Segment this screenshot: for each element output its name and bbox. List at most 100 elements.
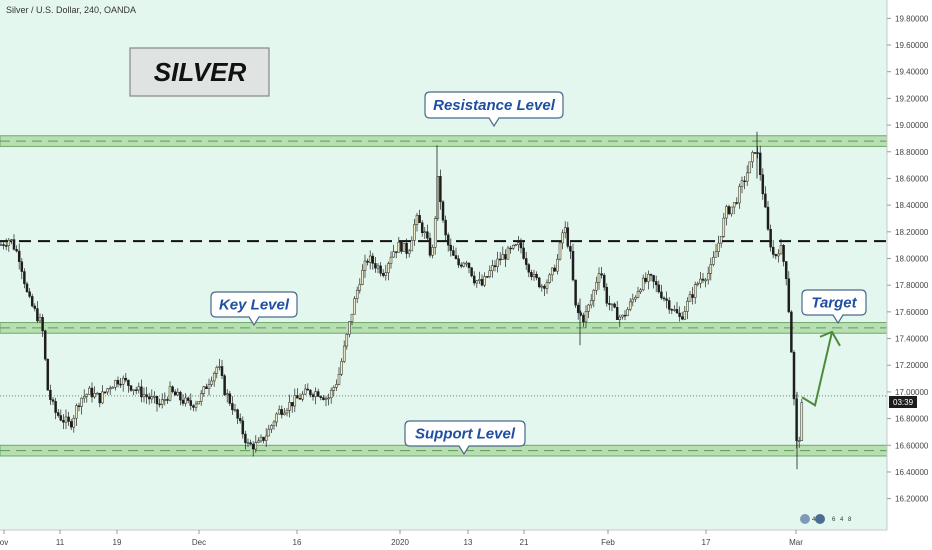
candle-body — [415, 215, 419, 225]
candle-body — [254, 442, 258, 450]
candle-body — [397, 241, 401, 253]
candle-body — [376, 265, 380, 269]
candle-body — [358, 284, 362, 291]
candle-body — [678, 312, 681, 317]
y-tick-label: 17.20000 — [895, 361, 929, 370]
candle-body — [509, 247, 512, 250]
candle-body — [220, 366, 224, 376]
candle-body — [558, 242, 562, 260]
callout-label: Support Level — [415, 426, 516, 443]
candle-body — [350, 313, 354, 322]
candle-body — [158, 403, 161, 406]
candle-body — [766, 206, 770, 230]
y-tick-label: 17.00000 — [895, 388, 929, 397]
candle-body — [605, 286, 609, 304]
candle-body — [730, 206, 733, 215]
candle-body — [12, 239, 16, 250]
candle-body — [20, 261, 24, 272]
candle-body — [745, 172, 749, 182]
logo-mark: 4 6 4 8 — [800, 514, 852, 524]
candle-body — [353, 298, 356, 315]
candle-body — [199, 393, 203, 402]
candle-body — [696, 283, 700, 285]
y-tick-label: 16.80000 — [895, 415, 929, 424]
candle-body — [340, 361, 343, 375]
candle-body — [132, 389, 135, 391]
candle-body — [423, 231, 427, 234]
y-tick-label: 19.00000 — [895, 121, 929, 130]
candle-body — [722, 217, 726, 237]
candle-body — [657, 284, 661, 293]
candle-body — [413, 224, 416, 241]
candle-body — [392, 251, 395, 258]
candle-body — [77, 405, 81, 407]
candle-body — [270, 425, 273, 430]
candle-body — [163, 399, 167, 401]
y-tick-label: 17.80000 — [895, 281, 929, 290]
x-tick-label: Dec — [192, 538, 206, 547]
candle-body — [459, 264, 463, 267]
candle-body — [608, 303, 611, 305]
candle-body — [207, 384, 211, 389]
candle-body — [719, 236, 723, 244]
candle-body — [527, 264, 531, 273]
candle-body — [90, 387, 94, 398]
candle-body — [238, 418, 242, 422]
candle-body — [137, 386, 141, 391]
candle-body — [150, 396, 154, 400]
candle-body — [85, 394, 89, 397]
candle-body — [316, 391, 320, 397]
candle-body — [618, 316, 622, 320]
candle-body — [537, 277, 541, 288]
x-tick-label: 19 — [113, 538, 122, 547]
candle-body — [275, 413, 278, 423]
candle-body — [706, 273, 710, 281]
candle-body — [636, 291, 640, 298]
candle-body — [218, 366, 221, 368]
candle-body — [267, 428, 271, 437]
candle-body — [574, 279, 577, 306]
candle-body — [272, 421, 276, 426]
candle-body — [259, 436, 263, 442]
y-tick-label: 18.00000 — [895, 255, 929, 264]
candle-body — [753, 152, 757, 154]
candles-layer — [0, 131, 804, 470]
candle-body — [319, 396, 323, 398]
current-price-tag — [889, 396, 917, 408]
candle-body — [543, 285, 546, 289]
y-tick-label: 19.80000 — [895, 14, 929, 23]
candle-body — [288, 402, 291, 411]
candle-body — [535, 273, 538, 279]
candle-body — [25, 283, 29, 292]
candle-body — [23, 271, 26, 285]
candle-body — [587, 304, 590, 312]
candle-body — [173, 391, 177, 396]
candle-body — [277, 409, 281, 415]
x-tick-label: Mar — [789, 538, 803, 547]
candle-body — [80, 397, 83, 407]
candle-body — [7, 239, 11, 246]
candle-body — [10, 239, 13, 241]
candle-body — [504, 254, 507, 260]
candle-body — [366, 260, 369, 263]
candle-body — [639, 289, 642, 293]
y-tick-label: 19.60000 — [895, 41, 929, 50]
candle-body — [610, 303, 614, 306]
candle-body — [124, 377, 128, 381]
candle-body — [225, 393, 229, 396]
candle-body — [327, 397, 330, 400]
candle-body — [597, 273, 601, 283]
candle-body — [72, 417, 76, 428]
candle-body — [2, 244, 5, 246]
candle-body — [647, 274, 650, 282]
callout-support-level: Support Level — [404, 420, 526, 456]
callout-label: Key Level — [219, 297, 290, 314]
candle-body — [433, 218, 437, 248]
candle-body — [231, 403, 234, 411]
candle-body — [186, 397, 190, 401]
callout-resistance-level: Resistance Level — [424, 91, 564, 128]
candle-body — [405, 242, 408, 254]
x-tick-label: 21 — [520, 538, 529, 547]
candle-body — [189, 400, 193, 406]
candle-body — [153, 396, 156, 398]
